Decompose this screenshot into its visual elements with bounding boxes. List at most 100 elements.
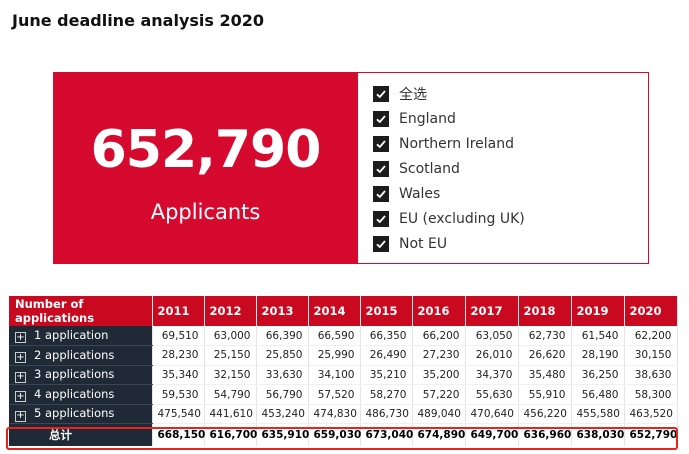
slicer-item-scotland[interactable]: Scotland <box>373 158 460 180</box>
plus-expand-icon[interactable]: + <box>15 351 26 364</box>
table-cell: 453,240 <box>256 404 309 425</box>
table-cell: 441,610 <box>204 404 257 425</box>
table-cell: 25,990 <box>308 345 361 366</box>
total-cell: 649,700 <box>465 423 519 446</box>
table-cell: 57,220 <box>412 384 466 405</box>
row-header[interactable]: +3 applications <box>9 365 153 386</box>
checkmark-icon[interactable] <box>373 161 389 177</box>
slicer-item-wales[interactable]: Wales <box>373 183 440 205</box>
table-cell: 30,150 <box>624 345 678 366</box>
checkmark-icon[interactable] <box>373 111 389 127</box>
table-cell: 35,200 <box>412 365 466 386</box>
table-cell: 456,220 <box>518 404 572 425</box>
table-cell: 32,150 <box>204 365 257 386</box>
plus-expand-icon[interactable]: + <box>15 371 26 383</box>
slicer-item-label: Northern Ireland <box>399 136 515 152</box>
row-label: 2 applications <box>34 347 115 362</box>
applications-matrix: Number of applications 2011 2012 2013 20… <box>9 296 678 446</box>
checkmark-icon[interactable] <box>373 136 389 152</box>
table-cell: 61,540 <box>571 326 625 347</box>
row-header[interactable]: +5 applications <box>9 404 153 425</box>
table-cell: 28,190 <box>571 345 625 366</box>
table-cell: 62,200 <box>624 326 678 347</box>
checkmark-icon[interactable] <box>373 211 389 227</box>
slicer-item-not-eu[interactable]: Not EU <box>373 233 447 255</box>
total-cell: 636,960 <box>518 423 572 446</box>
table-cell: 28,230 <box>152 345 205 366</box>
table-cell: 59,530 <box>152 384 205 405</box>
checkmark-icon[interactable] <box>373 236 389 252</box>
column-header[interactable]: 2017 <box>465 296 519 326</box>
slicer-item-eu[interactable]: EU (excluding UK) <box>373 208 525 230</box>
table-cell: 470,640 <box>465 404 519 425</box>
table-cell: 26,490 <box>360 345 413 366</box>
slicer-item-label: Not EU <box>399 236 448 252</box>
table-cell: 57,520 <box>308 384 361 405</box>
table-cell: 38,630 <box>624 365 678 386</box>
table-row: +2 applications 28,230 25,150 25,850 25,… <box>9 345 678 366</box>
column-header[interactable]: 2014 <box>308 296 361 326</box>
table-cell: 35,340 <box>152 365 205 386</box>
slicer-item-label: Wales <box>399 186 441 202</box>
table-cell: 62,730 <box>518 326 572 347</box>
table-row: +5 applications 475,540 441,610 453,240 … <box>9 404 678 425</box>
total-cell: 673,040 <box>360 423 413 446</box>
slicer-item-northern-ireland[interactable]: Northern Ireland <box>373 133 514 155</box>
row-header[interactable]: +4 applications <box>9 384 153 405</box>
table-cell: 33,630 <box>256 365 309 386</box>
matrix-header-row: Number of applications 2011 2012 2013 20… <box>9 296 678 326</box>
total-label: 总计 <box>9 423 153 446</box>
table-cell: 25,150 <box>204 345 257 366</box>
table-cell: 27,230 <box>412 345 466 366</box>
table-cell: 455,580 <box>571 404 625 425</box>
slicer-item-label: EU (excluding UK) <box>399 211 525 227</box>
table-cell: 63,050 <box>465 326 519 347</box>
column-header[interactable]: 2013 <box>256 296 309 326</box>
plus-expand-icon[interactable]: + <box>15 390 26 403</box>
total-cell: 652,790 <box>624 423 678 446</box>
column-header[interactable]: 2016 <box>412 296 466 326</box>
table-cell: 56,790 <box>256 384 309 405</box>
table-cell: 35,480 <box>518 365 572 386</box>
plus-expand-icon[interactable]: + <box>15 410 26 422</box>
table-cell: 55,910 <box>518 384 572 405</box>
column-header[interactable]: 2019 <box>571 296 625 326</box>
total-cell: 668,150 <box>152 423 205 446</box>
column-header[interactable]: 2018 <box>518 296 572 326</box>
row-header[interactable]: +1 application <box>9 326 153 347</box>
slicer-item-label: England <box>399 111 456 127</box>
plus-expand-icon[interactable]: + <box>15 331 26 344</box>
table-cell: 66,350 <box>360 326 413 347</box>
column-header[interactable]: 2012 <box>204 296 257 326</box>
table-row: +4 applications 59,530 54,790 56,790 57,… <box>9 384 678 405</box>
slicer-item-label: Scotland <box>399 161 460 177</box>
column-header[interactable]: 2015 <box>360 296 413 326</box>
table-cell: 486,730 <box>360 404 413 425</box>
checkmark-icon[interactable] <box>373 186 389 202</box>
row-label: 4 applications <box>34 386 115 401</box>
total-cell: 638,030 <box>571 423 625 446</box>
row-label: 5 applications <box>34 406 115 421</box>
table-cell: 58,300 <box>624 384 678 405</box>
total-cell: 616,700 <box>204 423 257 446</box>
page-title: June deadline analysis 2020 <box>12 11 265 30</box>
slicer-item-select-all[interactable]: 全选 <box>373 83 427 105</box>
column-header[interactable]: 2020 <box>624 296 678 326</box>
row-header[interactable]: +2 applications <box>9 345 153 366</box>
table-cell: 56,480 <box>571 384 625 405</box>
region-slicer: 全选 England Northern Ireland Scotland Wal… <box>358 72 649 264</box>
row-label: 3 applications <box>34 367 115 382</box>
column-header[interactable]: Number of applications <box>9 296 153 326</box>
table-cell: 26,010 <box>465 345 519 366</box>
table-row: +1 application 69,510 63,000 66,390 66,5… <box>9 326 678 347</box>
table-cell: 34,370 <box>465 365 519 386</box>
table-cell: 474,830 <box>308 404 361 425</box>
table-cell: 25,850 <box>256 345 309 366</box>
table-cell: 66,390 <box>256 326 309 347</box>
table-cell: 36,250 <box>571 365 625 386</box>
table-cell: 69,510 <box>152 326 205 347</box>
total-cell: 674,890 <box>412 423 466 446</box>
column-header[interactable]: 2011 <box>152 296 205 326</box>
slicer-item-england[interactable]: England <box>373 108 456 130</box>
checkmark-icon[interactable] <box>373 86 389 102</box>
